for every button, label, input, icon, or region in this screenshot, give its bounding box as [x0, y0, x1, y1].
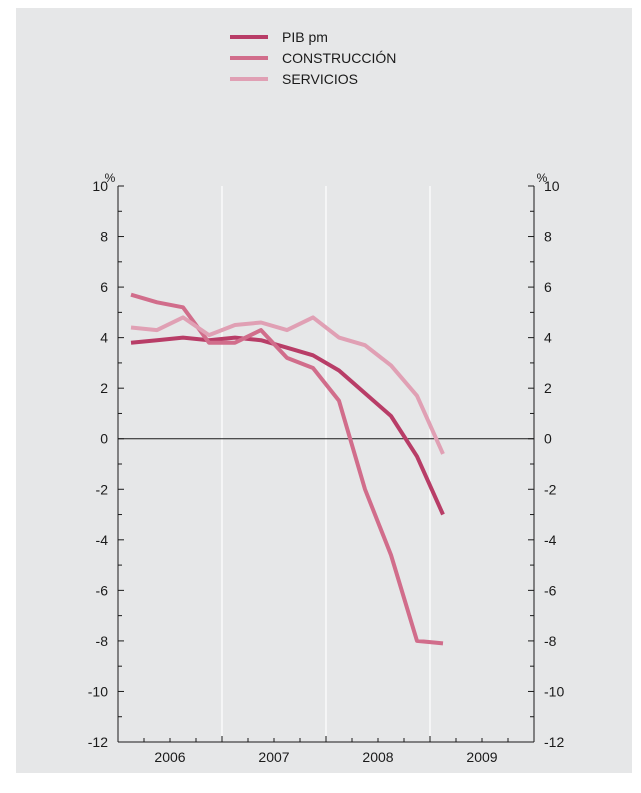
y-tick-label-right: -6	[544, 582, 557, 598]
x-tick-label: 2007	[258, 749, 289, 765]
chart-panel: 10 10 8 8 6 6 4 4 2 2 0 0 -2 -2 -4 -4 -6 -6 -8 -8 -10 -10 -12 -…	[16, 8, 632, 773]
legend-label-2: SERVICIOS	[282, 71, 358, 87]
y-tick-label-left: 6	[100, 279, 108, 295]
y-tick-label-left: -12	[88, 734, 108, 750]
y-tick-label-right: -8	[544, 633, 557, 649]
series-line-1	[130, 292, 444, 646]
y-tick-label-right: -12	[544, 734, 564, 750]
y-tick-label-right: -10	[544, 683, 564, 699]
y-tick-label-left: -10	[88, 683, 108, 699]
y-tick-label-left: -2	[96, 481, 109, 497]
y-tick-label-right: 8	[544, 229, 552, 245]
y-tick-label-left: 2	[100, 380, 108, 396]
y-tick-label-left: 8	[100, 229, 108, 245]
y-tick-label-right: 10	[544, 178, 560, 194]
legend-label-1: CONSTRUCCIÓN	[282, 50, 396, 66]
y-tick-label-left: 10	[92, 178, 108, 194]
y-tick-label-right: 6	[544, 279, 552, 295]
legend-label-0: PIB pm	[282, 29, 328, 45]
y-unit-left: %	[105, 171, 116, 185]
series-lines	[130, 292, 445, 646]
y-tick-label-left: -8	[96, 633, 109, 649]
x-tick-label: 2009	[466, 749, 497, 765]
series-line-2	[130, 315, 445, 455]
grid	[221, 186, 431, 742]
y-tick-label-right: 2	[544, 380, 552, 396]
y-tick-label-right: -4	[544, 532, 557, 548]
legend: PIB pm CONSTRUCCIÓN SERVICIOS	[230, 29, 396, 87]
y-tick-label-right: -2	[544, 481, 557, 497]
y-tick-label-left: 4	[100, 330, 108, 346]
series-line-0	[130, 335, 445, 516]
y-tick-label-left: 0	[100, 431, 108, 447]
y-tick-label-left: -6	[96, 582, 109, 598]
y-tick-label-right: 0	[544, 431, 552, 447]
x-tick-label: 2006	[154, 749, 185, 765]
x-tick-label: 2008	[362, 749, 393, 765]
y-tick-label-right: 4	[544, 330, 552, 346]
axes: 10 10 8 8 6 6 4 4 2 2 0 0 -2 -2 -4 -4 -6 -6 -8 -8 -10 -10 -12 -…	[88, 171, 565, 765]
line-chart: 10 10 8 8 6 6 4 4 2 2 0 0 -2 -2 -4 -4 -6 -6 -8 -8 -10 -10 -12 -…	[88, 29, 565, 765]
y-tick-label-left: -4	[96, 532, 109, 548]
y-unit-right: %	[537, 171, 548, 185]
